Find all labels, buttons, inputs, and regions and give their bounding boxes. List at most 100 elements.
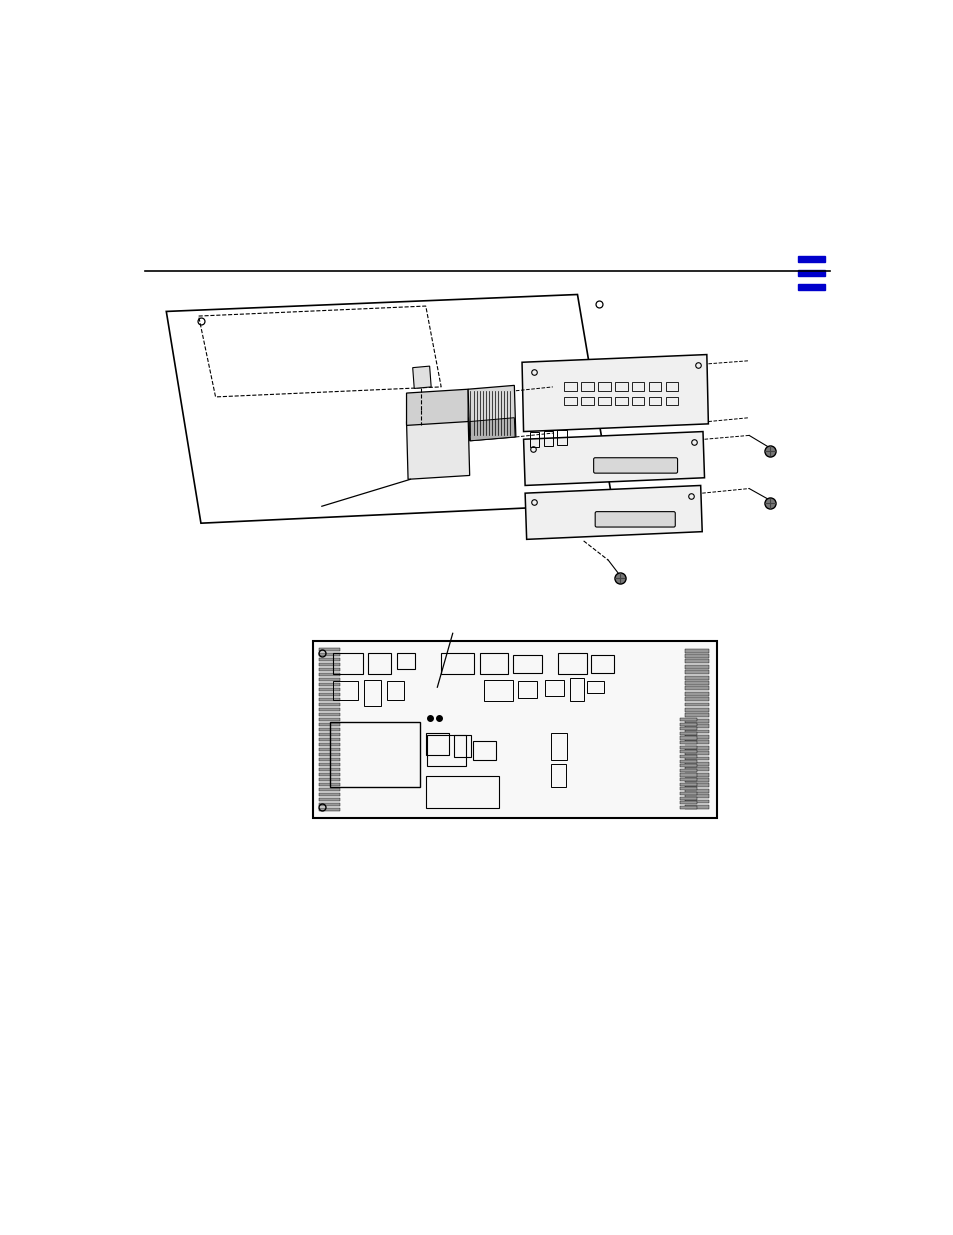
Bar <box>684 762 708 766</box>
Bar <box>318 653 340 656</box>
Bar <box>318 758 340 761</box>
Bar <box>797 256 823 262</box>
Bar <box>684 794 708 798</box>
Polygon shape <box>413 366 431 389</box>
Bar <box>318 703 340 706</box>
Bar <box>684 676 708 679</box>
Bar <box>684 746 708 750</box>
Bar <box>318 734 340 736</box>
Bar <box>396 652 415 669</box>
Bar <box>454 735 471 757</box>
Bar <box>318 648 340 651</box>
Bar <box>550 734 567 761</box>
Bar <box>679 778 696 782</box>
Polygon shape <box>406 389 468 425</box>
Bar <box>679 718 696 721</box>
Polygon shape <box>523 431 703 485</box>
Bar <box>440 652 473 674</box>
Bar <box>797 284 823 290</box>
Bar <box>684 664 708 668</box>
Bar <box>684 767 708 771</box>
Bar <box>544 679 564 697</box>
Bar <box>679 783 696 785</box>
Bar <box>684 730 708 734</box>
Bar <box>632 396 644 405</box>
Bar <box>318 788 340 792</box>
Bar <box>318 713 340 716</box>
Bar <box>550 764 565 787</box>
Bar <box>684 698 708 701</box>
Bar <box>684 751 708 755</box>
Bar <box>679 755 696 758</box>
Bar <box>684 655 708 658</box>
Bar <box>684 778 708 782</box>
Bar <box>387 680 404 700</box>
Bar <box>368 652 391 674</box>
Polygon shape <box>468 385 516 441</box>
Bar <box>684 789 708 793</box>
Bar <box>648 382 660 390</box>
Bar <box>679 802 696 804</box>
Bar <box>684 703 708 706</box>
Bar <box>318 808 340 811</box>
Bar <box>564 382 577 390</box>
Bar <box>318 748 340 751</box>
Bar <box>318 798 340 802</box>
Bar <box>318 778 340 782</box>
Bar <box>564 396 577 405</box>
Bar <box>679 727 696 730</box>
Bar <box>679 736 696 740</box>
Bar <box>797 270 823 275</box>
Bar <box>684 671 708 674</box>
Bar <box>364 679 381 706</box>
Bar <box>479 652 508 674</box>
Bar <box>679 741 696 745</box>
Bar <box>684 757 708 761</box>
Bar <box>425 734 449 755</box>
Bar <box>665 382 678 390</box>
Bar <box>318 753 340 756</box>
Bar <box>580 382 593 390</box>
Bar <box>684 659 708 663</box>
Bar <box>684 687 708 690</box>
Bar <box>318 739 340 741</box>
Bar <box>517 680 537 698</box>
Bar <box>679 732 696 735</box>
Bar <box>684 724 708 727</box>
Bar <box>318 727 340 731</box>
Bar <box>558 652 587 674</box>
Polygon shape <box>406 417 469 479</box>
Bar <box>580 396 593 405</box>
Bar <box>425 776 498 808</box>
Bar <box>679 722 696 726</box>
Bar <box>318 673 340 676</box>
Bar <box>318 793 340 797</box>
Bar <box>318 722 340 726</box>
FancyBboxPatch shape <box>593 458 677 473</box>
Bar <box>329 721 420 787</box>
Bar <box>598 382 610 390</box>
Bar <box>318 768 340 771</box>
Bar <box>684 708 708 711</box>
Bar <box>684 680 708 685</box>
Bar <box>684 735 708 739</box>
Bar <box>318 658 340 661</box>
Bar <box>598 396 610 405</box>
Bar <box>318 683 340 687</box>
Bar <box>679 746 696 748</box>
FancyBboxPatch shape <box>595 511 675 527</box>
Bar <box>318 708 340 711</box>
Bar <box>679 792 696 795</box>
Bar <box>318 803 340 806</box>
Bar <box>318 763 340 766</box>
Bar <box>684 648 708 652</box>
Bar <box>684 692 708 695</box>
Bar <box>543 431 552 446</box>
Bar <box>679 764 696 767</box>
Bar <box>318 663 340 666</box>
Bar <box>684 783 708 787</box>
Bar <box>569 678 583 701</box>
Bar <box>684 740 708 745</box>
Bar <box>318 718 340 721</box>
Bar <box>679 751 696 753</box>
